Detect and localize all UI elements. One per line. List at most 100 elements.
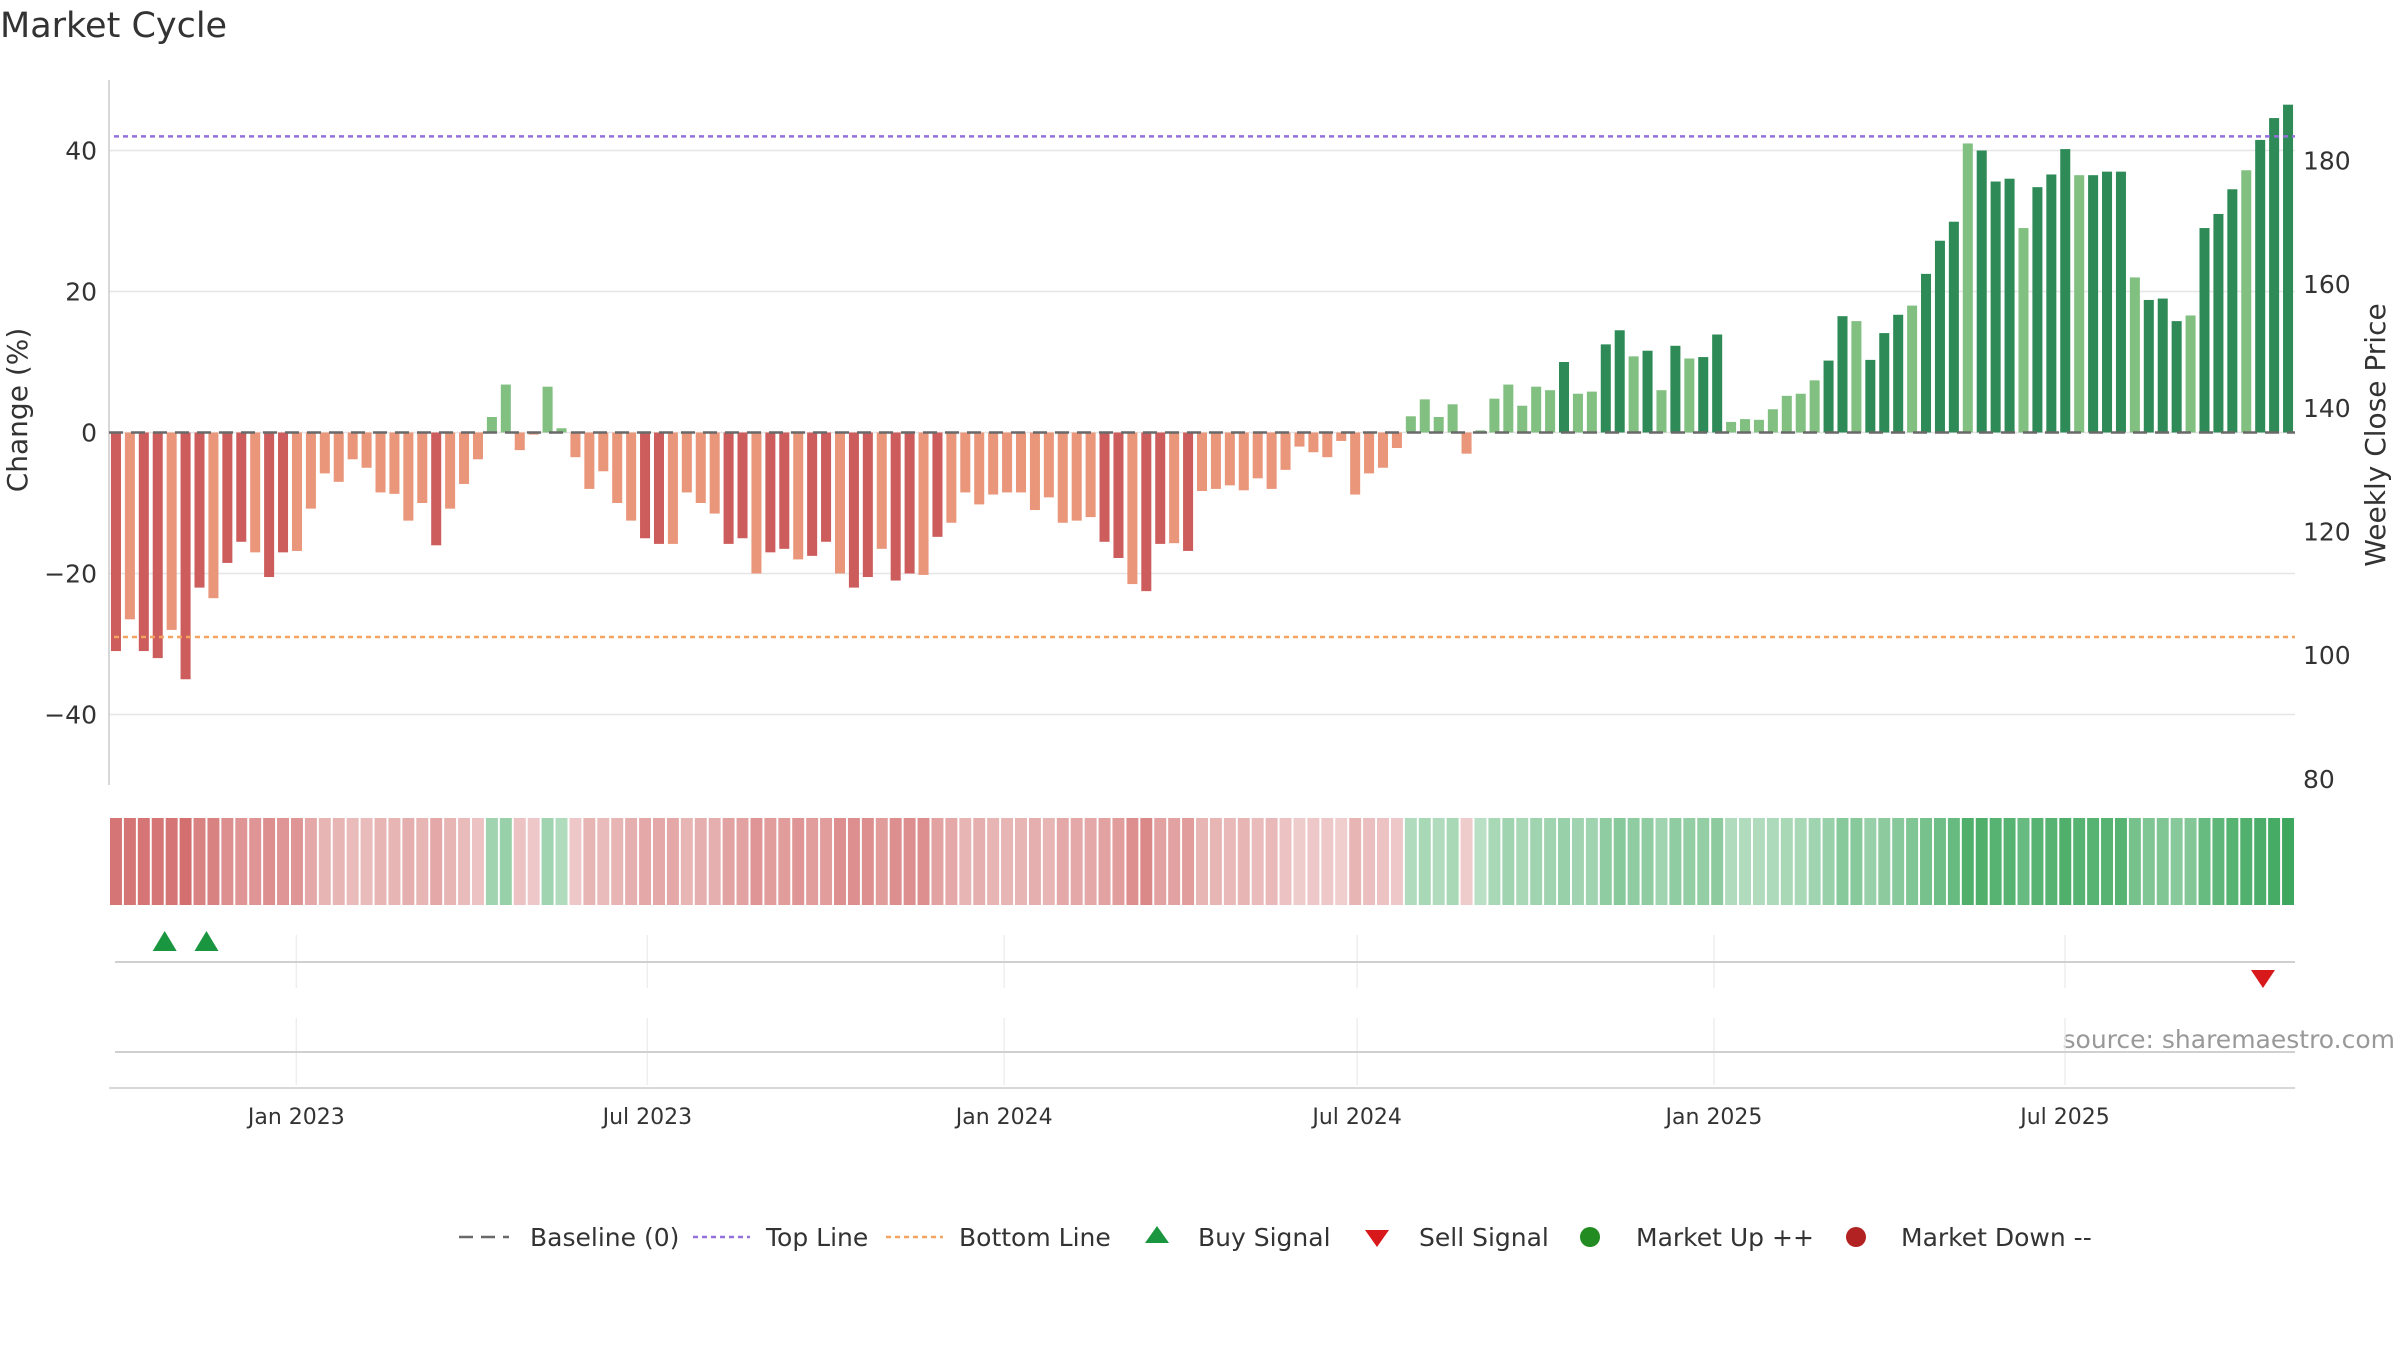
- heat-cell: [458, 818, 471, 905]
- bar: [1294, 432, 1305, 447]
- bar: [1364, 432, 1375, 474]
- heat-cell: [207, 818, 220, 905]
- buy-signal-marker: [194, 931, 219, 951]
- x-tick-label: Jul 2025: [2018, 1105, 2110, 1130]
- heat-cell: [179, 818, 192, 905]
- bar: [1405, 416, 1416, 433]
- x-tick-label: Jan 2024: [954, 1105, 1053, 1130]
- heat-cell: [1599, 818, 1612, 905]
- heat-cell: [430, 818, 443, 905]
- bar: [1614, 330, 1625, 433]
- heat-cell: [1780, 818, 1793, 905]
- bar: [1586, 391, 1597, 433]
- bar: [1572, 393, 1583, 433]
- heat-cell: [318, 818, 331, 905]
- bar: [2171, 321, 2182, 433]
- bar: [723, 432, 734, 544]
- heat-cell: [277, 818, 290, 905]
- x-tick-label: Jan 2023: [246, 1105, 345, 1130]
- bar: [2046, 174, 2057, 433]
- bar: [1753, 419, 1764, 433]
- bar: [2213, 213, 2224, 433]
- bar: [1266, 432, 1277, 489]
- heat-cell: [2240, 818, 2253, 905]
- bar: [2115, 171, 2126, 433]
- bar: [640, 432, 651, 539]
- bar: [626, 432, 637, 521]
- bar: [1503, 384, 1514, 433]
- legend-buy-icon: [1145, 1226, 1169, 1243]
- heat-cell: [1906, 818, 1919, 905]
- bar: [584, 432, 595, 489]
- bar: [2157, 298, 2168, 433]
- bar: [403, 432, 414, 521]
- bar: [138, 432, 149, 652]
- bar: [208, 432, 219, 599]
- heat-cell: [1683, 818, 1696, 905]
- heat-cell: [513, 818, 526, 905]
- bar: [1865, 359, 1876, 433]
- heat-cell: [1739, 818, 1752, 905]
- bar: [1976, 150, 1987, 433]
- legend-label: Top Line: [765, 1223, 868, 1252]
- heat-cell: [2087, 818, 2100, 905]
- bar: [1391, 432, 1402, 449]
- heat-cell: [806, 818, 819, 905]
- bar: [445, 432, 456, 509]
- heat-cell: [917, 818, 930, 905]
- bar: [556, 428, 567, 433]
- bar: [417, 432, 428, 503]
- bar: [1015, 432, 1027, 493]
- bar: [765, 432, 776, 553]
- heat-cell: [304, 818, 317, 905]
- heat-cell: [834, 818, 846, 905]
- bar: [1113, 432, 1124, 558]
- bar: [653, 432, 664, 544]
- heat-cell: [193, 818, 206, 905]
- heat-cell: [444, 818, 457, 905]
- heat-cell: [1544, 818, 1557, 905]
- heat-cell: [597, 818, 610, 905]
- bar: [1698, 357, 1709, 433]
- heat-cell: [2017, 818, 2030, 905]
- bar: [1879, 333, 1890, 433]
- bar: [1837, 316, 1848, 433]
- heat-cell: [249, 818, 262, 905]
- bar: [1280, 432, 1291, 470]
- heat-cell: [2142, 818, 2155, 905]
- bar: [1893, 314, 1904, 433]
- heat-cell: [1209, 818, 1222, 905]
- heat-cell: [2114, 818, 2127, 905]
- heat-cell: [1126, 818, 1139, 905]
- bar: [1767, 409, 1778, 433]
- bar: [1934, 240, 1945, 433]
- bar: [2004, 178, 2015, 433]
- heat-cell: [1140, 818, 1153, 905]
- bar: [1336, 432, 1347, 441]
- heat-cell: [1321, 818, 1334, 905]
- heat-cell: [2073, 818, 2086, 905]
- bar: [389, 432, 400, 494]
- heat-cell: [973, 818, 986, 905]
- heat-cell: [861, 818, 874, 905]
- bar: [1823, 360, 1834, 433]
- bar: [932, 432, 943, 537]
- heat-cell: [931, 818, 944, 905]
- y-tick-label: −20: [44, 560, 97, 589]
- bar: [779, 432, 790, 549]
- bar: [486, 416, 497, 433]
- heat-cell: [402, 818, 415, 905]
- bar: [834, 432, 845, 574]
- heat-cell: [1961, 818, 1974, 905]
- bar: [1559, 362, 1570, 433]
- bar: [2185, 315, 2196, 433]
- heat-cell: [666, 818, 679, 905]
- heat-cell: [1878, 818, 1891, 905]
- bar: [1308, 432, 1319, 453]
- bar: [1795, 393, 1806, 433]
- heat-cell: [1502, 818, 1515, 905]
- heat-cell: [1641, 818, 1654, 905]
- bar: [264, 432, 275, 578]
- bar: [737, 432, 748, 539]
